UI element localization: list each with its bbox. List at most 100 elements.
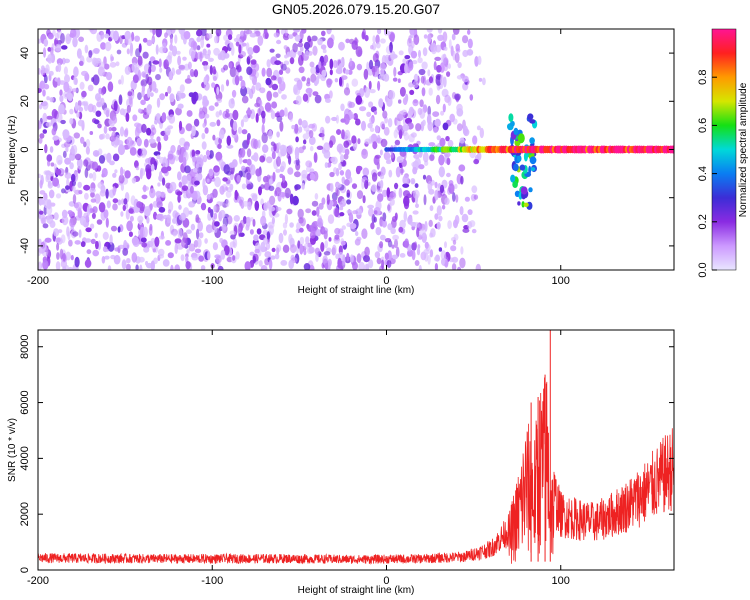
spectrogram-noise-blob (364, 179, 369, 190)
spectrogram-noise-blob (417, 244, 421, 250)
spectrogram-noise-blob (38, 238, 42, 246)
spectrogram-noise-blob (101, 255, 106, 264)
spectrogram-noise-blob (196, 238, 202, 248)
spectrogram-noise-blob (124, 30, 131, 40)
spectrogram-noise-blob (336, 129, 342, 135)
spectrogram-noise-blob (92, 249, 99, 257)
spectrogram-noise-blob (411, 179, 415, 184)
spectrogram-noise-blob (83, 184, 91, 191)
spectrogram-noise-blob (169, 70, 173, 80)
spectrogram-noise-blob (383, 73, 390, 82)
spectrogram-noise-blob (157, 182, 161, 187)
spectrogram-noise-blob (41, 65, 45, 71)
spectrogram-noise-blob (178, 29, 185, 35)
spectrogram-noise-blob (251, 155, 257, 161)
spectrogram-noise-blob (291, 125, 296, 130)
spectrogram-noise-blob (156, 136, 161, 143)
spectrogram-noise-blob (238, 44, 242, 54)
spectrogram-noise-blob (473, 194, 479, 200)
spectrogram-noise-blob (131, 177, 137, 184)
spectrogram-noise-blob (261, 123, 265, 135)
spectrogram-burst-blob (510, 120, 515, 127)
spectrogram-noise-blob (324, 240, 329, 249)
spectrogram-noise-blob (382, 110, 388, 119)
spectrogram-noise-blob (41, 214, 46, 224)
spectrogram-noise-blob (446, 157, 451, 166)
spectrogram-noise-blob (114, 247, 121, 252)
spectrogram-noise-blob (409, 89, 415, 95)
spectrogram-noise-blob (141, 71, 147, 78)
spectrogram-noise-blob (149, 188, 156, 199)
spectrogram-noise-blob (232, 120, 238, 132)
spectrogram-noise-blob (444, 241, 447, 249)
spectrogram-noise-blob (102, 246, 108, 253)
spectrogram-noise-blob (263, 202, 268, 212)
spectrogram-noise-blob (207, 49, 211, 56)
spectrogram-noise-blob (75, 201, 82, 212)
spectrogram-noise-blob (461, 213, 469, 223)
spectrogram-noise-blob (126, 220, 133, 232)
spectrogram-noise-blob (383, 126, 390, 136)
spectrogram-noise-blob (62, 266, 67, 270)
spectrogram-noise-blob (340, 103, 345, 112)
spectrogram-noise-blob (312, 91, 319, 96)
spectrogram-noise-blob (205, 149, 211, 157)
colorbar-tick-label: 0.2 (697, 214, 709, 229)
spectrogram-noise-blob (204, 127, 209, 134)
spectrogram-noise-blob (254, 102, 261, 108)
spectrogram-noise-blob (142, 149, 148, 156)
y-tick-label: 40 (19, 47, 31, 59)
spectrogram-noise-blob (371, 172, 378, 182)
spectrogram-noise-blob (208, 168, 213, 176)
spectrogram-y-axis-title: Frequency (Hz) (7, 116, 18, 185)
spectrogram-noise-blob (275, 53, 281, 59)
spectrogram-noise-blob (428, 87, 433, 96)
spectrogram-noise-blob (76, 48, 82, 59)
spectrogram-noise-blob (191, 50, 195, 61)
spectrogram-noise-blob (442, 122, 449, 131)
spectrogram-noise-blob (395, 246, 400, 258)
spectrogram-noise-blob (178, 204, 182, 210)
x-tick-label: -100 (201, 575, 223, 587)
spectrogram-noise-blob (44, 144, 48, 154)
spectrogram-noise-blob (328, 237, 332, 242)
spectrogram-noise-blob (447, 139, 454, 148)
spectrogram-noise-blob (261, 110, 266, 119)
spectrogram-noise-blob (151, 127, 157, 136)
spectrogram-noise-blob (225, 190, 232, 198)
spectrogram-noise-blob (113, 100, 118, 112)
spectrogram-noise-blob (258, 260, 263, 267)
spectrogram-noise-blob (261, 67, 266, 77)
spectrogram-noise-blob (284, 187, 291, 199)
spectrogram-noise-blob (101, 133, 106, 140)
spectrogram-noise-blob (112, 198, 119, 204)
spectrogram-noise-blob (203, 76, 208, 86)
spectrogram-noise-blob (101, 167, 108, 178)
spectrogram-noise-blob (214, 35, 219, 44)
spectrogram-noise-blob (60, 119, 66, 125)
spectrogram-noise-blob (450, 245, 457, 252)
spectrogram-noise-blob (416, 227, 420, 238)
spectrogram-noise-blob (295, 95, 302, 106)
spectrogram-noise-blob (70, 173, 76, 183)
spectrogram-noise-blob (155, 112, 161, 122)
spectrogram-noise-blob (42, 223, 49, 229)
spectrogram-noise-blob (208, 150, 214, 159)
spectrogram-noise-blob (100, 87, 105, 96)
spectrogram-noise-blob (376, 257, 382, 265)
spectrogram-noise-blob (374, 154, 381, 159)
spectrogram-noise-blob (305, 82, 311, 87)
spectrogram-noise-blob (89, 188, 96, 193)
spectrogram-noise-blob (246, 172, 251, 180)
spectrogram-noise-blob (141, 194, 148, 200)
spectrogram-noise-blob (219, 185, 225, 195)
spectrogram-noise-blob (332, 244, 337, 256)
spectrogram-noise-blob (81, 90, 87, 98)
spectrogram-noise-blob (322, 61, 327, 66)
spectrogram-noise-blob (120, 74, 125, 85)
spectrogram-noise-blob (408, 61, 414, 71)
spectrogram-noise-blob (215, 151, 223, 161)
spectrogram-noise-blob (132, 74, 139, 84)
spectrogram-noise-blob (124, 170, 131, 179)
spectrogram-noise-blob (197, 175, 202, 181)
